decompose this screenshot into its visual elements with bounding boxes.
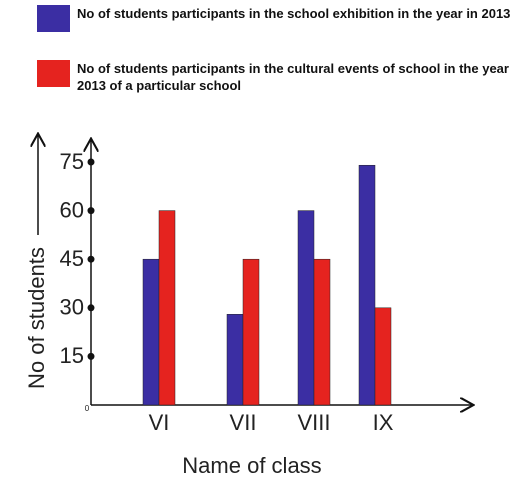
tick-mark — [87, 207, 95, 215]
y-tick-label: 15 — [60, 343, 84, 368]
x-tick-label: VI — [149, 410, 170, 435]
y-tick-label: 0 — [85, 404, 90, 413]
y-tick-label: 75 — [60, 149, 84, 174]
bar — [226, 314, 244, 406]
legend-item: No of students participants in the cultu… — [37, 60, 517, 94]
bar — [374, 307, 392, 406]
legend-swatch — [37, 5, 70, 32]
y-tick-label: 60 — [60, 197, 84, 222]
bar — [358, 164, 376, 406]
y-axis-label: No of students — [24, 247, 49, 389]
x-tick-label: IX — [373, 410, 394, 435]
bar — [242, 258, 260, 406]
tick-mark — [87, 304, 95, 312]
y-tick-label: 45 — [60, 246, 84, 271]
legend-label: No of students participants in the cultu… — [77, 61, 509, 93]
x-tick-label: VII — [230, 410, 257, 435]
x-tick-label: VIII — [297, 410, 330, 435]
bar — [313, 258, 331, 406]
x-axis-label: Name of class — [182, 453, 321, 478]
legend-swatch — [37, 60, 70, 87]
tick-mark — [87, 158, 95, 166]
tick-mark — [87, 255, 95, 263]
tick-mark — [87, 352, 95, 360]
bar — [297, 210, 315, 406]
y-tick-label: 30 — [60, 295, 84, 320]
legend-label: No of students participants in the schoo… — [77, 6, 511, 21]
bar — [158, 210, 176, 406]
legend-item: No of students participants in the schoo… — [37, 5, 517, 32]
bar — [142, 258, 160, 406]
